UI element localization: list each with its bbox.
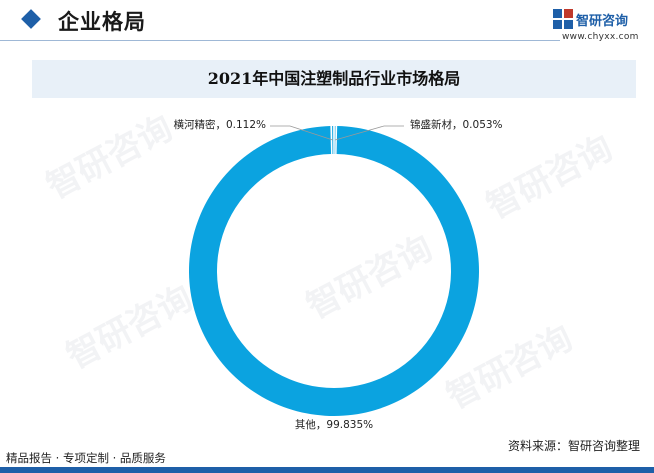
brand-logo-icon — [553, 9, 573, 29]
header-divider — [0, 40, 560, 41]
leader-line — [334, 125, 404, 141]
footer-bar — [0, 467, 654, 473]
data-label: 其他，99.835% — [295, 418, 373, 431]
brand-url: www.chyxx.com — [562, 32, 639, 42]
data-label: 锦盛新材，0.053% — [410, 118, 503, 131]
data-label: 横河精密，0.112% — [173, 118, 266, 131]
section-title: 企业格局 — [58, 10, 146, 34]
chart-title: 2021年中国注塑制品行业市场格局 — [207, 69, 461, 88]
pie-slice — [189, 126, 480, 417]
brand-name: 智研咨询 — [576, 14, 629, 29]
chart-title-bar: 2021年中国注塑制品行业市场格局 — [32, 60, 636, 98]
footer-tagline: 精品报告 · 专项定制 · 品质服务 — [6, 451, 166, 465]
brand-logo: 智研咨询 www.chyxx.com — [552, 8, 644, 44]
footer-source: 资料来源：智研咨询整理 — [507, 439, 640, 453]
page-header: 企业格局 智研咨询 www.chyxx.com — [0, 0, 654, 44]
leader-line — [270, 125, 333, 141]
